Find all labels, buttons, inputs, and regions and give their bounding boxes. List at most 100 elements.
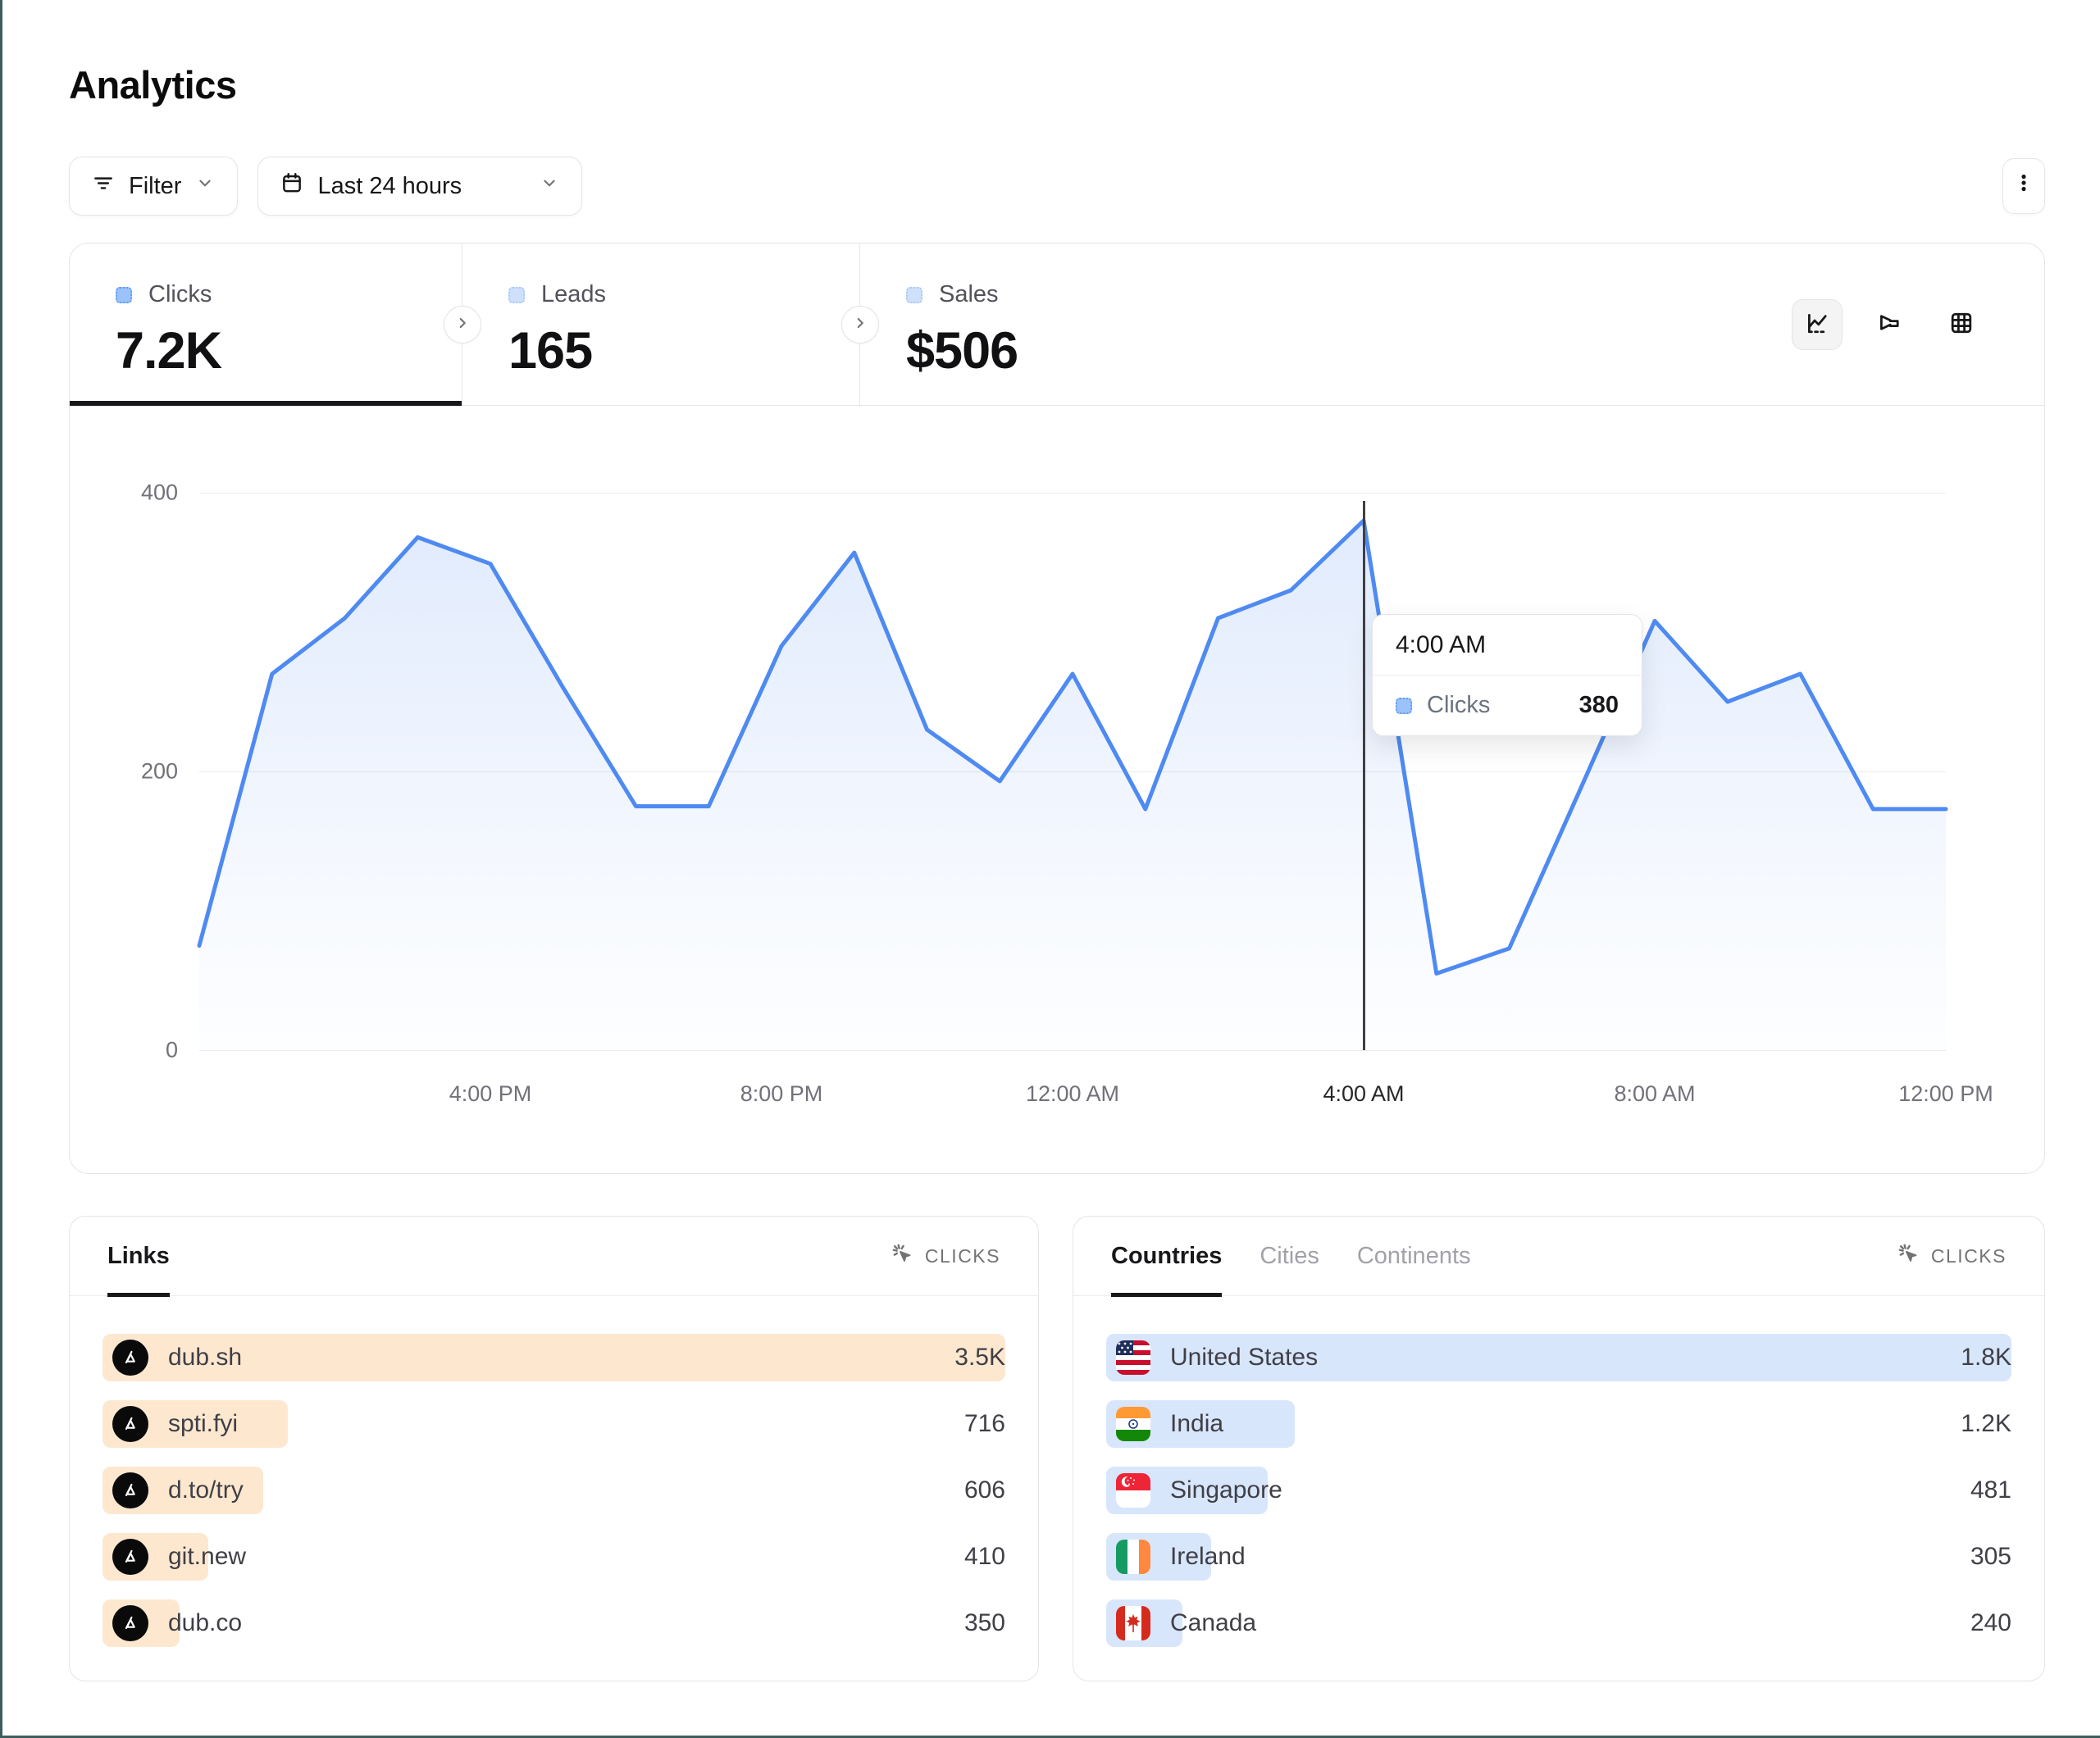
y-tick-label: 200 xyxy=(140,758,178,784)
dub-logo-icon xyxy=(112,1406,148,1442)
metric-value: 165 xyxy=(508,322,593,380)
tooltip-value: 380 xyxy=(1578,692,1619,718)
page-title: Analytics xyxy=(69,63,237,107)
chevron-right-icon xyxy=(453,314,471,336)
table-view-button[interactable] xyxy=(1936,299,1987,350)
funnel-chart-icon xyxy=(1875,308,1904,342)
date-range-button[interactable]: Last 24 hours xyxy=(257,157,583,216)
filter-button[interactable]: Filter xyxy=(69,157,239,216)
more-menu-button[interactable] xyxy=(2002,158,2045,214)
filter-button-label: Filter xyxy=(129,172,182,199)
tab-cities[interactable]: Cities xyxy=(1260,1217,1319,1296)
link-label: d.to/try xyxy=(168,1476,244,1504)
link-label: spti.fyi xyxy=(168,1410,239,1437)
country-row[interactable]: India 1.2K xyxy=(1106,1400,2011,1448)
expand-leads-sales-button[interactable] xyxy=(841,306,879,344)
chart-line xyxy=(197,518,1948,976)
link-clicks-value: 606 xyxy=(963,1476,1005,1504)
country-label: India xyxy=(1170,1410,1224,1437)
x-tick-label: 4:00 PM xyxy=(449,1081,532,1106)
bottom-panels: Links CLICKS dub.sh 3.5K xyxy=(69,1216,2045,1681)
tooltip-clicks-square-icon xyxy=(1396,697,1412,714)
country-row[interactable]: Ireland 305 xyxy=(1106,1533,2011,1581)
tab-continents[interactable]: Continents xyxy=(1357,1217,1471,1296)
gridline-400 xyxy=(199,493,1946,494)
metric-label: Leads xyxy=(541,281,607,307)
line-chart-icon xyxy=(1802,308,1832,342)
country-row[interactable]: Singapore 481 xyxy=(1106,1467,2011,1514)
country-label: Ireland xyxy=(1170,1543,1246,1570)
canada-flag-icon xyxy=(1116,1606,1150,1640)
clicks-area-chart[interactable] xyxy=(197,493,1948,1050)
calendar-icon xyxy=(280,171,304,202)
date-range-label: Last 24 hours xyxy=(317,172,462,199)
toolbar: Filter Last 24 hours xyxy=(69,157,2045,216)
link-label: dub.sh xyxy=(168,1344,243,1371)
metric-value: 7.2K xyxy=(116,322,222,380)
metric-tabs: Clicks 7.2K Leads 165 Sales $506 xyxy=(70,243,2044,406)
tab-countries[interactable]: Countries xyxy=(1111,1217,1223,1297)
expand-clicks-leads-button[interactable] xyxy=(444,306,481,344)
geo-panel: Countries Cities Continents CLICKS xyxy=(1073,1216,2045,1681)
tooltip-time: 4:00 AM xyxy=(1373,615,1642,676)
country-row[interactable]: United States 1.8K xyxy=(1106,1334,2011,1381)
tooltip-series-label: Clicks xyxy=(1427,692,1491,718)
country-clicks-value: 240 xyxy=(1970,1609,2011,1636)
link-row[interactable]: d.to/try 606 xyxy=(102,1467,1005,1514)
links-panel: Links CLICKS dub.sh 3.5K xyxy=(69,1216,1039,1681)
x-tick-label: 4:00 AM xyxy=(1323,1081,1405,1106)
country-label: United States xyxy=(1170,1344,1319,1371)
country-row[interactable]: Canada 240 xyxy=(1106,1599,2011,1647)
y-tick-label: 0 xyxy=(165,1037,178,1062)
link-label: git.new xyxy=(168,1543,247,1570)
kebab-icon xyxy=(2011,171,2036,202)
line-chart-view-button[interactable] xyxy=(1792,299,1843,350)
link-row[interactable]: spti.fyi 716 xyxy=(102,1400,1005,1448)
chart-tooltip: 4:00 AM Clicks 380 xyxy=(1372,614,1642,736)
chart-type-switcher xyxy=(1792,299,1987,350)
country-clicks-value: 1.8K xyxy=(1961,1344,2011,1371)
country-clicks-value: 305 xyxy=(1970,1543,2011,1570)
us-flag-icon xyxy=(1116,1340,1150,1375)
tab-leads[interactable]: Leads 165 xyxy=(462,243,860,405)
y-tick-label: 400 xyxy=(140,480,178,505)
x-tick-label: 8:00 PM xyxy=(740,1081,823,1106)
chart-area-fill xyxy=(199,521,1946,1050)
chevron-right-icon xyxy=(851,314,869,336)
tab-links[interactable]: Links xyxy=(107,1217,170,1297)
dub-logo-icon xyxy=(112,1605,148,1641)
geo-rows: United States 1.8K India 1.2K xyxy=(1073,1296,2044,1647)
link-clicks-value: 410 xyxy=(963,1543,1005,1570)
geo-metric-header: CLICKS xyxy=(1930,1244,2007,1267)
screen-edge-bottom xyxy=(0,1736,2100,1738)
tab-countries-label: Countries xyxy=(1111,1242,1223,1269)
dub-logo-icon xyxy=(112,1539,148,1575)
geo-metric-selector[interactable]: CLICKS xyxy=(1896,1241,2007,1271)
link-clicks-value: 350 xyxy=(963,1609,1005,1636)
link-row[interactable]: git.new 410 xyxy=(102,1533,1005,1581)
ireland-flag-icon xyxy=(1116,1540,1150,1574)
gridline-0 xyxy=(199,1050,1946,1051)
x-tick-label: 8:00 AM xyxy=(1614,1081,1696,1106)
india-flag-icon xyxy=(1116,1407,1150,1441)
x-tick-label: 12:00 AM xyxy=(1025,1081,1120,1106)
country-label: Singapore xyxy=(1170,1476,1282,1504)
metric-value: $506 xyxy=(906,322,1018,380)
funnel-view-button[interactable] xyxy=(1864,299,1915,350)
links-metric-header: CLICKS xyxy=(924,1244,1000,1267)
link-row[interactable]: dub.co 350 xyxy=(102,1599,1005,1647)
link-clicks-value: 716 xyxy=(963,1410,1005,1437)
tab-links-label: Links xyxy=(107,1242,170,1269)
link-label: dub.co xyxy=(168,1609,243,1636)
link-bar xyxy=(102,1334,1005,1381)
screen-edge-left xyxy=(0,0,2,1738)
links-metric-selector[interactable]: CLICKS xyxy=(890,1241,1000,1271)
country-clicks-value: 481 xyxy=(1970,1476,2011,1504)
filter-icon xyxy=(91,171,116,202)
chart-hover-line xyxy=(1362,501,1365,1050)
tab-continents-label: Continents xyxy=(1356,1242,1471,1269)
tab-sales[interactable]: Sales $506 xyxy=(860,243,2044,405)
tab-clicks[interactable]: Clicks 7.2K xyxy=(70,243,462,406)
x-tick-label: 12:00 PM xyxy=(1898,1081,1993,1106)
link-row[interactable]: dub.sh 3.5K xyxy=(102,1334,1005,1381)
